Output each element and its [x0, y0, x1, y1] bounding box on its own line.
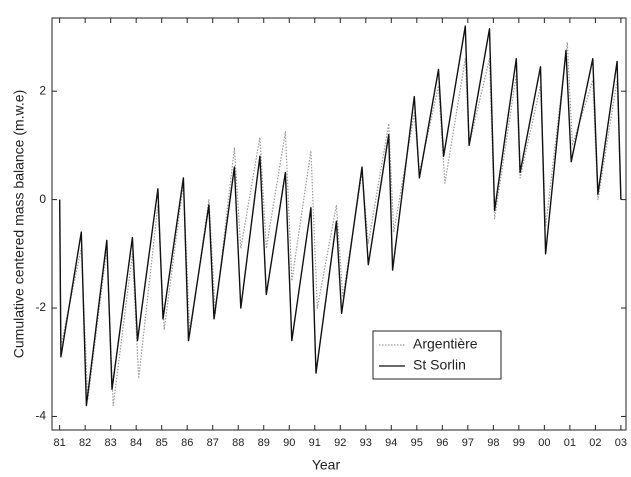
x-tick-label: 00: [538, 437, 550, 449]
series-line: [59, 41, 622, 407]
y-tick-label: 2: [39, 83, 46, 97]
x-tick-label: 92: [334, 437, 346, 449]
x-tick-label: 83: [105, 437, 117, 449]
x-tick-label: 90: [283, 437, 295, 449]
y-tick-label: -4: [35, 409, 46, 423]
x-tick-label: 85: [156, 437, 168, 449]
x-tick-label: 87: [207, 437, 219, 449]
series-line: [59, 25, 622, 407]
y-tick-label: -2: [35, 300, 46, 314]
x-tick-label: 03: [615, 437, 627, 449]
x-tick-label: 93: [360, 437, 372, 449]
x-tick-label: 94: [385, 437, 397, 449]
x-tick-label: 02: [589, 437, 601, 449]
legend-box: [372, 330, 502, 380]
x-tick-label: 91: [309, 437, 321, 449]
x-tick-label: 89: [258, 437, 270, 449]
y-axis-label: Cumulative centered mass balance (m.w.e): [11, 90, 27, 358]
x-tick-label: 01: [564, 437, 576, 449]
x-tick-label: 98: [487, 437, 499, 449]
x-tick-label: 96: [436, 437, 448, 449]
legend-label: St Sorlin: [413, 357, 466, 373]
x-tick-label: 84: [130, 437, 142, 449]
y-tick-label: 0: [39, 192, 46, 206]
x-tick-label: 95: [411, 437, 423, 449]
x-tick-label: 81: [54, 437, 66, 449]
x-axis-label: Year: [312, 457, 341, 473]
legend-label: Argentière: [413, 336, 478, 352]
x-tick-label: 97: [462, 437, 474, 449]
x-tick-label: 86: [181, 437, 193, 449]
x-tick-label: 82: [79, 437, 91, 449]
x-tick-label: 99: [513, 437, 525, 449]
x-tick-label: 88: [232, 437, 244, 449]
plot-frame: [51, 17, 627, 431]
